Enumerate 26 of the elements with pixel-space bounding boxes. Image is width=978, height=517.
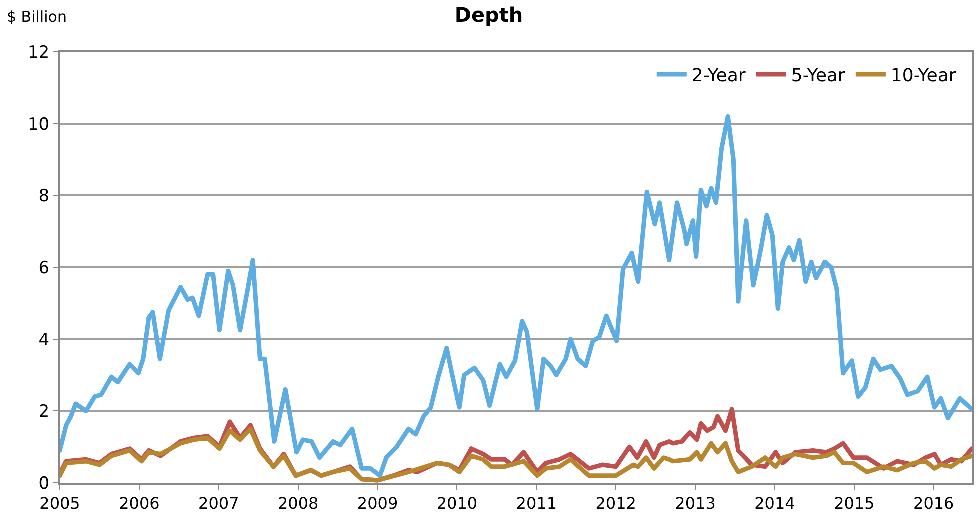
x-tick-label: 2012 [596, 494, 636, 514]
y-tick-label: 10 [28, 114, 50, 135]
x-tick-label: 2015 [834, 494, 875, 514]
x-tick-label: 2013 [675, 494, 716, 514]
y-tick-label: 0 [38, 474, 50, 494]
x-tick-label: 2009 [357, 494, 398, 514]
y-tick-label: 8 [38, 186, 50, 207]
chart-title: Depth [454, 2, 524, 27]
y-tick-label: 6 [38, 258, 50, 278]
y-tick-label: 4 [38, 330, 50, 350]
x-tick-label: 2006 [119, 494, 160, 514]
x-tick-label: 2005 [40, 494, 80, 514]
legend-label: 10-Year [890, 66, 957, 87]
x-tick-label: 2014 [754, 494, 796, 514]
legend-label: 5-Year [791, 66, 846, 87]
line-series [60, 114, 972, 478]
x-tick-label: 2007 [198, 494, 240, 514]
x-tick-label: 2016 [914, 494, 954, 514]
line-series [60, 426, 972, 483]
x-tick-label: 2010 [436, 494, 478, 514]
y-axis-title: $ Billion [7, 8, 67, 26]
y-tick-label: 2 [38, 402, 50, 422]
x-tick-label: 2008 [278, 494, 319, 514]
y-tick-label: 12 [28, 42, 50, 63]
legend-label: 2-Year [692, 66, 746, 87]
x-tick-label: 2011 [516, 494, 558, 514]
